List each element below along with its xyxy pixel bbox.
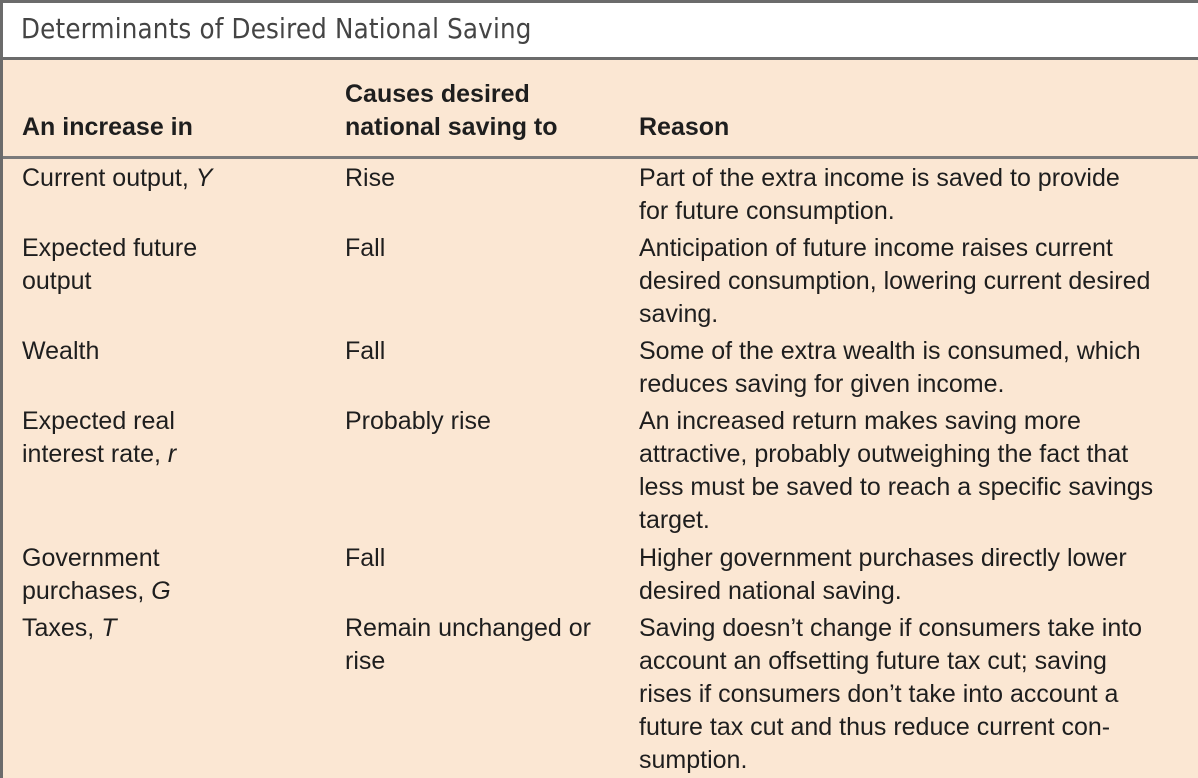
table-row-effect: Fall bbox=[345, 234, 386, 262]
table-title: Determinants of Desired National Saving bbox=[21, 12, 532, 45]
table-row-effect: Rise bbox=[345, 164, 396, 192]
factor-symbol: r bbox=[167, 440, 177, 468]
table-row-factor: Expected real interest rate, r bbox=[22, 405, 222, 471]
table-row-factor: Expected future output bbox=[22, 232, 242, 298]
factor-text: Taxes, bbox=[22, 614, 102, 642]
factor-symbol: G bbox=[151, 577, 171, 605]
table-row-reason: Some of the extra wealth is consumed, wh… bbox=[639, 337, 1141, 398]
factor-text: Wealth bbox=[22, 337, 100, 365]
table-row-reason: Part of the extra income is saved to pro… bbox=[639, 164, 1120, 225]
table-row-factor: Government purchases, G bbox=[22, 542, 212, 608]
factor-text: Expected real interest rate, bbox=[22, 407, 175, 468]
table-row-effect: Fall bbox=[345, 337, 386, 365]
table-row-reason: Higher government purchases directly low… bbox=[639, 544, 1127, 605]
table-row-factor: Current output, Y bbox=[22, 162, 322, 195]
header-divider bbox=[3, 156, 1198, 159]
factor-text: Current output, bbox=[22, 164, 196, 192]
table-row-effect: Remain unchanged or rise bbox=[345, 614, 591, 675]
factor-symbol: Y bbox=[195, 164, 213, 192]
table-row-reason: An increased return makes saving more at… bbox=[639, 407, 1154, 534]
table-row-effect: Probably rise bbox=[345, 407, 491, 435]
table-title-bar: Determinants of Desired National Saving bbox=[0, 0, 1198, 60]
table-row-factor: Wealth bbox=[22, 335, 322, 368]
header-causes-line1: Causes desired bbox=[345, 80, 530, 108]
factor-text: Government purchases, bbox=[22, 544, 160, 605]
header-causes-line2: national saving to bbox=[345, 113, 558, 141]
factor-symbol: T bbox=[101, 614, 117, 642]
header-reason: Reason bbox=[639, 113, 730, 141]
factor-text: Expected future output bbox=[22, 234, 198, 295]
table-row-factor: Taxes, T bbox=[22, 612, 322, 645]
table-body: An increase in Causes desired national s… bbox=[0, 60, 1198, 778]
table-row-reason: Saving doesn’t change if consumers take … bbox=[639, 614, 1143, 774]
header-increase-in: An increase in bbox=[22, 113, 193, 141]
table-row-reason: Anticipation of future income raises cur… bbox=[639, 234, 1151, 328]
header-causes: Causes desired national saving to bbox=[345, 78, 558, 144]
table-row-effect: Fall bbox=[345, 544, 386, 572]
